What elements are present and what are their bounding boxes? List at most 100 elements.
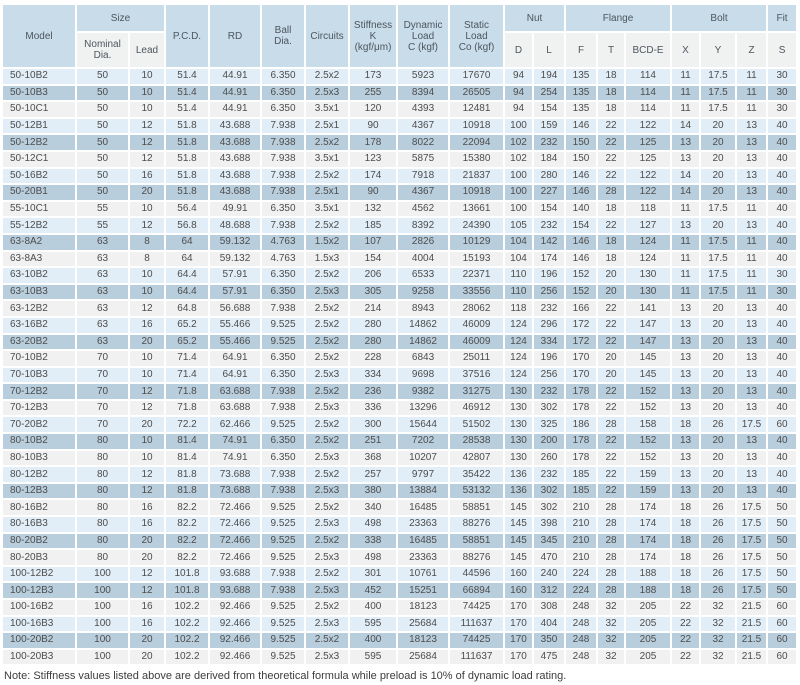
- table-cell: 63: [77, 317, 128, 333]
- table-cell: 101.8: [166, 583, 209, 598]
- table-cell: 2.5x1: [306, 185, 349, 200]
- table-cell: 40: [768, 135, 797, 150]
- table-cell: 51.8: [166, 135, 209, 150]
- table-cell: 82.2: [166, 500, 209, 516]
- table-cell: 160: [505, 583, 533, 598]
- table-cell: 10: [130, 268, 165, 283]
- table-cell: 302: [534, 483, 565, 499]
- table-cell: 136: [505, 483, 533, 499]
- table-cell: 18: [598, 251, 625, 267]
- table-cell: 23363: [398, 517, 449, 532]
- table-cell: 32: [701, 649, 736, 665]
- table-cell: 135: [566, 102, 597, 117]
- header-bolt-group: Bolt: [672, 5, 767, 31]
- table-cell: 18: [672, 550, 700, 565]
- table-cell: 26: [701, 533, 736, 549]
- table-cell: 88276: [450, 517, 504, 532]
- table-cell: 10207: [398, 450, 449, 466]
- table-cell: 2.5x2: [306, 384, 349, 399]
- table-cell: 174: [534, 251, 565, 267]
- table-cell: 12: [130, 483, 165, 499]
- model-cell: 70-12B2: [3, 384, 75, 399]
- table-cell: 20: [701, 434, 736, 449]
- table-cell: 159: [626, 483, 671, 499]
- table-cell: 214: [350, 301, 397, 316]
- table-cell: 145: [626, 367, 671, 383]
- table-cell: 21.5: [737, 649, 767, 665]
- table-row: 55-12B2 55 12 56.8 48.688 7.938 2.5x2 185 8392 24…: [3, 218, 797, 233]
- table-cell: 22: [598, 317, 625, 333]
- table-cell: 11: [737, 102, 767, 117]
- table-cell: 40: [768, 118, 797, 134]
- table-cell: 124: [626, 234, 671, 250]
- table-cell: 10918: [450, 118, 504, 134]
- table-cell: 9.525: [262, 317, 305, 333]
- table-cell: 28: [598, 550, 625, 565]
- table-cell: 110: [505, 268, 533, 283]
- table-cell: 18: [598, 69, 625, 84]
- table-cell: 2.5x3: [306, 550, 349, 565]
- table-cell: 18: [672, 500, 700, 516]
- model-cell: 80-16B3: [3, 517, 75, 532]
- table-cell: 114: [626, 69, 671, 84]
- table-cell: 50: [768, 533, 797, 549]
- table-cell: 6.350: [262, 450, 305, 466]
- header-circuits: Circuits: [306, 5, 349, 67]
- table-cell: 9698: [398, 367, 449, 383]
- table-cell: 10918: [450, 185, 504, 200]
- table-row: 63-12B2 63 12 64.8 56.688 7.938 2.5x2 214 8943 28…: [3, 301, 797, 316]
- table-cell: 7.938: [262, 135, 305, 150]
- table-cell: 13296: [398, 400, 449, 416]
- table-cell: 11: [737, 85, 767, 101]
- table-cell: 13: [672, 384, 700, 399]
- table-cell: 178: [350, 135, 397, 150]
- spec-table: Model Size P.C.D. RD Ball Dia. Circuits …: [1, 3, 798, 666]
- table-cell: 70: [77, 417, 128, 433]
- table-cell: 22: [598, 483, 625, 499]
- table-cell: 13: [672, 351, 700, 366]
- table-cell: 146: [566, 168, 597, 184]
- table-cell: 17.5: [737, 583, 767, 598]
- table-cell: 130: [505, 400, 533, 416]
- table-cell: 194: [534, 69, 565, 84]
- table-cell: 10: [130, 284, 165, 300]
- table-cell: 17.5: [701, 85, 736, 101]
- table-cell: 63.688: [210, 400, 261, 416]
- table-cell: 498: [350, 550, 397, 565]
- table-cell: 30: [768, 268, 797, 283]
- table-cell: 28538: [450, 434, 504, 449]
- table-cell: 13: [672, 334, 700, 350]
- table-body: 50-10B2 50 10 51.4 44.91 6.350 2.5x2 173 5923 176…: [3, 69, 797, 665]
- table-cell: 93.688: [210, 566, 261, 582]
- table-cell: 40: [768, 151, 797, 167]
- table-cell: 26: [701, 583, 736, 598]
- table-cell: 172: [566, 334, 597, 350]
- table-cell: 40: [768, 234, 797, 250]
- table-cell: 308: [534, 600, 565, 615]
- model-cell: 63-8A2: [3, 234, 75, 250]
- table-cell: 22371: [450, 268, 504, 283]
- table-cell: 10761: [398, 566, 449, 582]
- table-cell: 13: [737, 168, 767, 184]
- table-cell: 2.5x2: [306, 218, 349, 233]
- table-cell: 13: [672, 367, 700, 383]
- table-row: 63-8A2 63 8 64 59.132 4.763 1.5x2 107 2826 10129 1…: [3, 234, 797, 250]
- table-cell: 174: [626, 550, 671, 565]
- table-cell: 398: [534, 517, 565, 532]
- table-cell: 334: [534, 334, 565, 350]
- table-cell: 11: [672, 102, 700, 117]
- table-cell: 12: [130, 583, 165, 598]
- model-cell: 55-12B2: [3, 218, 75, 233]
- table-cell: 32: [598, 600, 625, 615]
- table-cell: 114: [626, 102, 671, 117]
- table-cell: 26: [701, 566, 736, 582]
- table-cell: 13: [672, 434, 700, 449]
- table-cell: 50: [768, 550, 797, 565]
- table-cell: 13: [672, 467, 700, 482]
- table-cell: 17.5: [737, 500, 767, 516]
- table-cell: 80: [77, 434, 128, 449]
- table-cell: 188: [626, 583, 671, 598]
- table-cell: 17.5: [737, 533, 767, 549]
- table-cell: 404: [534, 616, 565, 632]
- table-cell: 92.466: [210, 600, 261, 615]
